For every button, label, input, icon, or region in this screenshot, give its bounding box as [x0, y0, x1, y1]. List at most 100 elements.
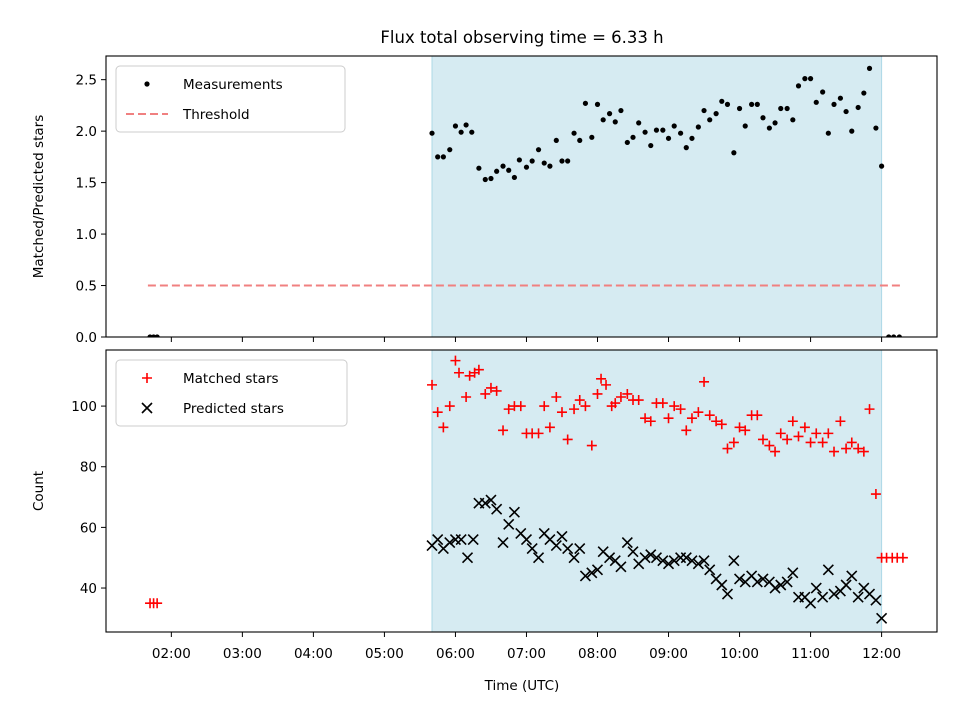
predicted-point: [550, 540, 562, 552]
matched-point: [811, 428, 822, 439]
matched-point: [610, 398, 621, 409]
axes-frame: [105, 55, 938, 338]
matched-point: [556, 407, 567, 418]
predicted-point: [787, 567, 799, 579]
measurement-point: [886, 334, 892, 337]
measurement-point: [636, 120, 642, 126]
matched-point: [569, 404, 580, 415]
predicted-point: [579, 570, 591, 582]
predicted-point: [716, 579, 728, 591]
matched-point: [533, 428, 544, 439]
measurement-point: [476, 165, 482, 171]
measurement-point: [154, 334, 160, 337]
measurement-point: [677, 130, 684, 136]
matched-point: [645, 416, 656, 427]
measurement-point: [837, 95, 844, 101]
predicted-point: [668, 555, 680, 567]
matched-point: [491, 385, 502, 396]
measurement-point: [665, 135, 672, 141]
y-tick-label: 0.5: [76, 279, 97, 295]
measurement-point: [784, 105, 790, 112]
predicted-point: [728, 555, 740, 567]
measurement-point: [820, 89, 826, 95]
predicted-point: [650, 552, 663, 564]
y-tick-label: 2.0: [76, 124, 97, 140]
measurement-point: [516, 157, 522, 163]
matched-point: [770, 446, 781, 457]
matched-point: [503, 404, 514, 415]
measurement-point: [500, 163, 506, 169]
predicted-point: [769, 582, 781, 594]
predicted-point: [733, 573, 746, 585]
predicted-point: [645, 549, 657, 561]
predicted-point: [467, 533, 479, 546]
predicted-point: [556, 530, 568, 543]
matched-point: [580, 401, 591, 412]
predicted-point: [520, 533, 533, 546]
measurement-point: [866, 65, 873, 71]
y-tick-label: 0.0: [76, 330, 97, 346]
measurement-point: [511, 174, 517, 181]
predicted-point: [757, 573, 769, 585]
matched-point: [787, 416, 798, 427]
matched-point: [596, 373, 607, 384]
measurement-point: [612, 119, 618, 125]
matched-point: [515, 401, 526, 412]
measurement-point: [683, 145, 689, 151]
matched-point: [722, 443, 733, 454]
measurement-point: [494, 168, 500, 174]
measurement-point: [719, 98, 725, 104]
measurement-point: [754, 101, 760, 107]
matched-point: [835, 416, 846, 427]
x-tick-label: 09:00: [649, 646, 688, 662]
measurement-point: [577, 137, 583, 144]
measurement-point: [749, 101, 755, 107]
matched-point: [693, 407, 704, 418]
measurement-point: [535, 147, 542, 153]
matched-point: [897, 552, 908, 563]
measurement-point: [742, 123, 748, 129]
predicted-point: [491, 503, 503, 515]
measurement-point: [482, 176, 488, 183]
measurement-point: [861, 90, 867, 96]
legend-label: Matched stars: [183, 371, 279, 387]
matched-point: [728, 437, 739, 448]
predicted-point: [721, 588, 734, 600]
measurement-point: [582, 100, 589, 106]
measurement-point: [873, 125, 879, 131]
matched-point: [473, 364, 484, 375]
predicted-point: [461, 552, 474, 564]
predicted-point: [781, 576, 793, 588]
x-axis-label: Time (UTC): [484, 678, 560, 694]
legend-marker-matched: [142, 373, 152, 383]
plot-area: [145, 355, 908, 624]
measurement-point: [435, 154, 441, 160]
matched-point: [640, 413, 651, 424]
y-tick-label: 80: [80, 460, 97, 476]
predicted-point: [876, 612, 888, 624]
legend-marker-predicted: [141, 402, 153, 414]
matched-point: [438, 422, 449, 433]
matched-point: [870, 489, 881, 500]
y-tick-label: 40: [80, 581, 97, 597]
matched-point: [686, 413, 697, 424]
matched-point: [657, 398, 668, 409]
matched-point: [562, 434, 573, 445]
measurement-point: [553, 137, 559, 144]
y-tick-label: 2.5: [76, 73, 97, 89]
matched-point: [853, 443, 864, 454]
measurement-point: [713, 111, 719, 117]
y-axis-label: Count: [31, 471, 47, 511]
series-predicted-stars: [426, 494, 888, 624]
measurement-point: [594, 101, 601, 107]
predicted-point: [840, 579, 852, 591]
matched-point: [864, 404, 875, 415]
matched-point: [633, 395, 644, 406]
matched-point: [681, 425, 692, 436]
matched-point: [539, 401, 550, 412]
legend-marker-measurements: [144, 81, 150, 87]
matched-point: [782, 434, 793, 445]
legend: Matched stars Predicted stars: [115, 359, 348, 427]
predicted-point: [805, 597, 817, 609]
matched-point: [799, 422, 810, 433]
